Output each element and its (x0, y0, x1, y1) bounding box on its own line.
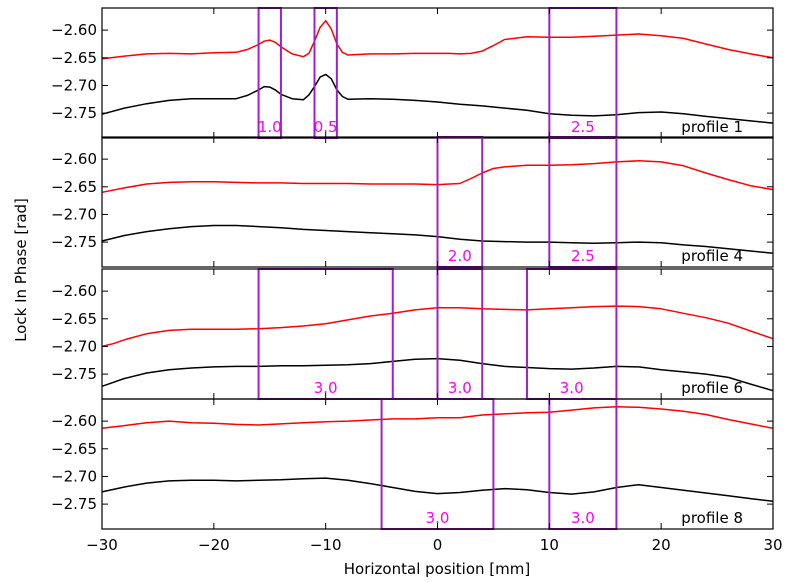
x-axis-ticks: −30 −20 −10 0 10 20 30 (86, 536, 782, 554)
box-label: 3.0 (426, 509, 450, 527)
y-tick-label: −2.70 (51, 467, 97, 485)
panel-frame (101, 136, 774, 268)
y-tick-label: −2.75 (51, 104, 97, 122)
profile-label: profile 4 (681, 247, 743, 265)
y-tick-label: −2.70 (51, 337, 97, 355)
y-tick-label: −2.75 (51, 233, 97, 251)
panel-frame (101, 398, 774, 530)
y-tick-label: −2.60 (51, 282, 97, 300)
y-tick-label: −2.65 (51, 49, 97, 67)
panel-2: 2.0 2.5 −2.60 −2.65 −2.70 −2.75 profile 4 (51, 136, 774, 268)
y-tick-label: −2.75 (51, 495, 97, 513)
series-line-red (101, 405, 774, 430)
series-line-red (101, 160, 774, 194)
y-tick-label: −2.65 (51, 440, 97, 458)
x-axis-label: Horizontal position [mm] (344, 560, 530, 578)
box-label: 3.0 (571, 509, 595, 527)
panel-1: 1.0 0.5 2.5 −2.60 −2.65 −2.70 −2.75 profile 1 (51, 7, 774, 139)
panel-frame (101, 7, 774, 139)
series-line-red (101, 305, 774, 348)
profile-label: profile 6 (681, 379, 743, 397)
x-tick-label: 30 (763, 536, 782, 554)
series-line-black (101, 477, 774, 503)
box-label: 2.5 (571, 118, 595, 136)
profile-label: profile 1 (681, 118, 743, 136)
x-tick-label: 20 (652, 536, 671, 554)
panel-3: 3.0 3.0 3.0 −2.60 −2.65 −2.70 −2.75 profile 6 (51, 268, 774, 400)
series-line-red (101, 19, 774, 60)
x-tick-label: −10 (310, 536, 342, 554)
y-tick-label: −2.65 (51, 310, 97, 328)
x-tick-label: 10 (540, 536, 559, 554)
y-tick-label: −2.65 (51, 178, 97, 196)
box-label: 2.5 (571, 247, 595, 265)
y-axis-label: Lock In Phase [rad] (12, 198, 30, 342)
y-tick-label: −2.60 (51, 412, 97, 430)
x-tick-label: 0 (433, 536, 443, 554)
panel-4: 3.0 3.0 −2.60 −2.65 −2.70 −2.75 profile 8 (51, 398, 774, 530)
series-line-black (101, 73, 774, 124)
box-label: 3.0 (314, 379, 338, 397)
box-label: 1.0 (258, 118, 282, 136)
x-tick-label: −20 (198, 536, 230, 554)
box-label: 3.0 (560, 379, 584, 397)
box-label: 3.0 (448, 379, 472, 397)
profile-label: profile 8 (681, 509, 743, 527)
box-label: 0.5 (314, 118, 338, 136)
x-tick-label: −30 (86, 536, 118, 554)
y-tick-label: −2.60 (51, 150, 97, 168)
box-label: 2.0 (448, 247, 472, 265)
y-tick-label: −2.60 (51, 21, 97, 39)
y-tick-label: −2.70 (51, 76, 97, 94)
y-tick-label: −2.75 (51, 365, 97, 383)
y-tick-label: −2.70 (51, 205, 97, 223)
